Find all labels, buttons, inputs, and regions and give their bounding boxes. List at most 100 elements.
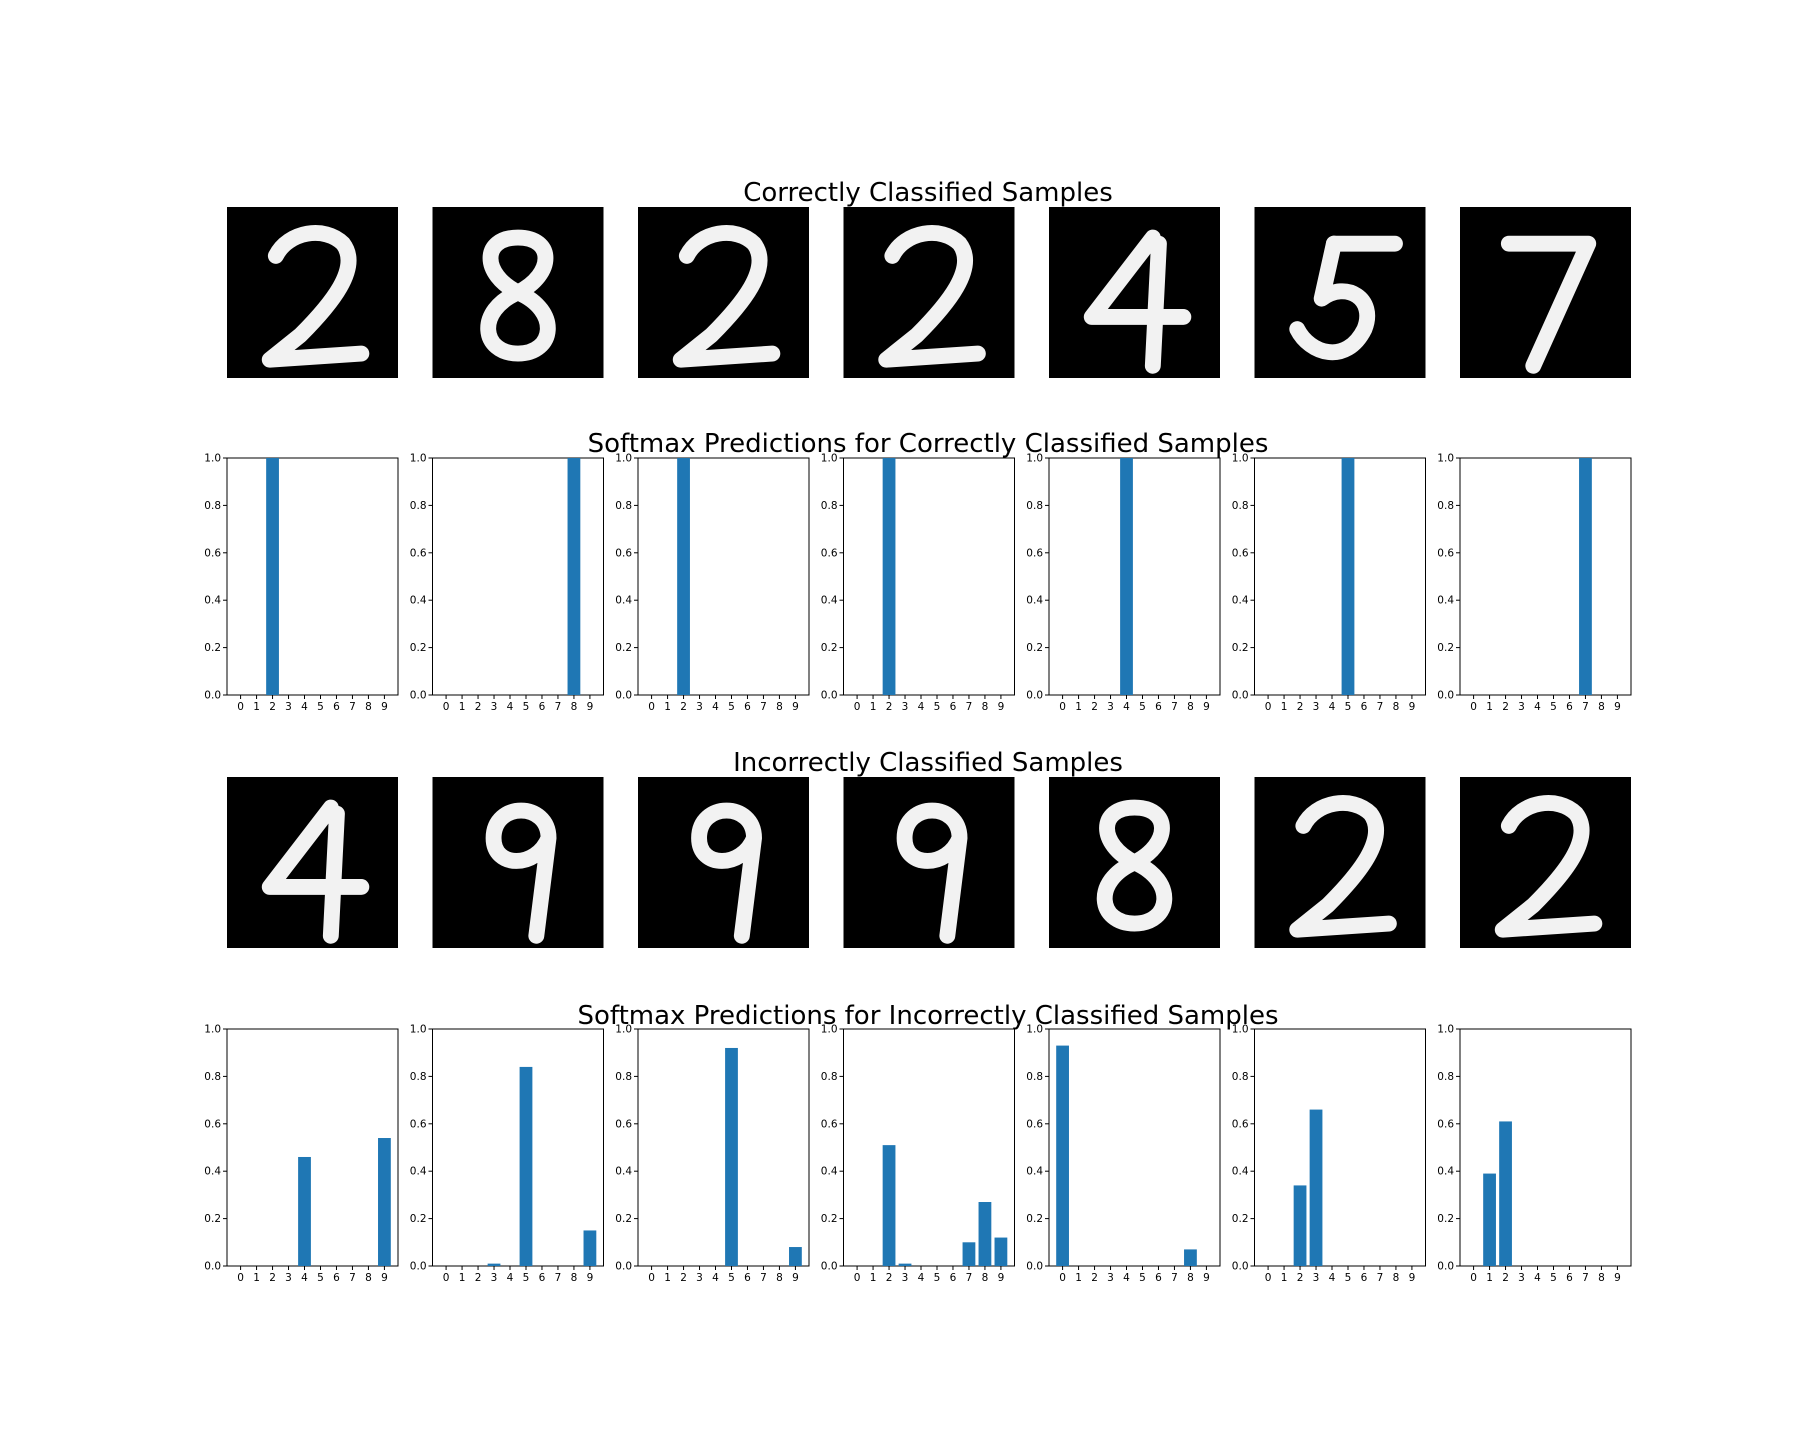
bar-class-2 bbox=[882, 1145, 896, 1266]
x-tick-label: 4 bbox=[507, 701, 514, 713]
y-tick-label: 0.6 bbox=[1232, 1118, 1249, 1130]
bar-class-5 bbox=[1341, 458, 1355, 695]
y-tick-label: 0.2 bbox=[1232, 642, 1249, 654]
x-tick-label: 2 bbox=[1297, 1272, 1304, 1284]
x-tick-label: 5 bbox=[934, 701, 941, 713]
x-tick-label: 1 bbox=[1281, 1272, 1288, 1284]
bar-class-1 bbox=[1483, 1173, 1496, 1266]
y-tick-label: 0.6 bbox=[1232, 547, 1249, 559]
x-tick-label: 8 bbox=[1598, 701, 1605, 713]
y-tick-label: 0.2 bbox=[615, 1213, 632, 1225]
y-tick-label: 0.4 bbox=[1232, 595, 1249, 607]
x-tick-label: 2 bbox=[269, 1272, 276, 1284]
digit-8-icon bbox=[1096, 799, 1173, 932]
y-tick-label: 1.0 bbox=[204, 1024, 221, 1036]
y-tick-label: 0.8 bbox=[1232, 1071, 1249, 1083]
x-tick-label: 3 bbox=[696, 1272, 703, 1284]
x-tick-label: 0 bbox=[237, 701, 244, 713]
x-tick-label: 6 bbox=[1361, 1272, 1368, 1284]
incorrect-softmax-chart-5: 0 1 2 3 4 5 6 7 8 9 0.0 0.2 0.4 0.6 0.8 1.0 bbox=[1026, 1024, 1221, 1284]
x-tick-label: 7 bbox=[966, 701, 973, 713]
y-tick-label: 0.6 bbox=[1437, 547, 1454, 559]
x-tick-label: 1 bbox=[253, 701, 260, 713]
y-tick-label: 0.0 bbox=[410, 690, 427, 702]
x-tick-label: 9 bbox=[587, 1272, 594, 1284]
x-tick-label: 8 bbox=[982, 701, 989, 713]
y-tick-label: 1.0 bbox=[1026, 453, 1043, 465]
correct-image-7 bbox=[1460, 207, 1631, 378]
y-tick-label: 1.0 bbox=[1437, 1024, 1454, 1036]
y-tick-label: 0.0 bbox=[1026, 690, 1043, 702]
digit-8-icon bbox=[480, 229, 556, 362]
incorrect-softmax-chart-4: 0 1 2 3 4 5 6 7 8 9 0.0 0.2 0.4 0.6 0.8 1.0 bbox=[821, 1024, 1015, 1284]
bar-class-7 bbox=[962, 1242, 976, 1266]
x-tick-label: 9 bbox=[1614, 701, 1621, 713]
x-tick-label: 6 bbox=[333, 1272, 340, 1284]
bar-class-9 bbox=[789, 1247, 802, 1266]
x-tick-label: 1 bbox=[1486, 1272, 1493, 1284]
x-tick-label: 4 bbox=[301, 1272, 308, 1284]
bar-class-7 bbox=[1579, 458, 1592, 695]
y-tick-label: 0.2 bbox=[204, 642, 221, 654]
incorrect-images-row bbox=[227, 777, 1631, 948]
image-background bbox=[1049, 207, 1220, 378]
x-tick-label: 4 bbox=[712, 701, 719, 713]
y-tick-label: 0.2 bbox=[1026, 642, 1043, 654]
y-tick-label: 0.4 bbox=[1026, 595, 1043, 607]
incorrect-image-5 bbox=[1049, 777, 1220, 948]
x-tick-label: 9 bbox=[587, 701, 594, 713]
x-tick-label: 0 bbox=[854, 1272, 861, 1284]
x-tick-label: 5 bbox=[317, 701, 324, 713]
incorrect-image-7 bbox=[1460, 777, 1631, 948]
y-tick-label: 0.6 bbox=[410, 1118, 427, 1130]
x-tick-label: 8 bbox=[776, 1272, 783, 1284]
x-tick-label: 1 bbox=[1486, 701, 1493, 713]
bar-class-2 bbox=[266, 458, 279, 695]
x-tick-label: 6 bbox=[1566, 1272, 1573, 1284]
y-tick-label: 0.0 bbox=[1437, 1261, 1454, 1273]
x-tick-label: 7 bbox=[760, 1272, 767, 1284]
y-tick-label: 0.2 bbox=[410, 642, 427, 654]
x-tick-label: 8 bbox=[982, 1272, 989, 1284]
x-tick-label: 2 bbox=[886, 1272, 893, 1284]
correct-images-row bbox=[227, 207, 1631, 378]
x-tick-label: 3 bbox=[1518, 1272, 1525, 1284]
x-tick-label: 1 bbox=[1075, 701, 1082, 713]
x-tick-label: 5 bbox=[728, 1272, 735, 1284]
y-tick-label: 0.4 bbox=[615, 595, 632, 607]
correct-softmax-chart-3: 0 1 2 3 4 5 6 7 8 9 0.0 0.2 0.4 0.6 0.8 1.0 bbox=[615, 453, 810, 713]
y-tick-label: 0.4 bbox=[1437, 1166, 1454, 1178]
digit-9-icon bbox=[691, 802, 762, 944]
x-tick-label: 3 bbox=[1313, 701, 1320, 713]
y-tick-label: 0.8 bbox=[615, 1071, 632, 1083]
digit-2-icon bbox=[878, 225, 986, 368]
x-tick-label: 1 bbox=[870, 1272, 877, 1284]
incorrect-image-4 bbox=[843, 777, 1015, 948]
x-tick-label: 9 bbox=[998, 1272, 1005, 1284]
x-tick-label: 2 bbox=[680, 1272, 687, 1284]
x-tick-label: 0 bbox=[1470, 1272, 1477, 1284]
x-tick-label: 9 bbox=[998, 701, 1005, 713]
bar-class-2 bbox=[1499, 1121, 1512, 1266]
x-tick-label: 2 bbox=[1502, 1272, 1509, 1284]
digit-4-icon bbox=[261, 799, 370, 944]
x-tick-label: 3 bbox=[1107, 701, 1114, 713]
x-tick-label: 0 bbox=[1059, 701, 1066, 713]
x-tick-label: 4 bbox=[918, 1272, 925, 1284]
correct-softmax-chart-6: 0 1 2 3 4 5 6 7 8 9 0.0 0.2 0.4 0.6 0.8 1.0 bbox=[1232, 453, 1426, 713]
axes-frame bbox=[1048, 1028, 1221, 1267]
x-tick-label: 3 bbox=[696, 701, 703, 713]
correct-softmax-title: Softmax Predictions for Correctly Classi… bbox=[588, 429, 1269, 459]
bar-class-9 bbox=[378, 1138, 391, 1266]
correct-image-5 bbox=[1049, 207, 1220, 378]
bar-class-2 bbox=[677, 458, 690, 695]
y-tick-label: 0.0 bbox=[615, 690, 632, 702]
x-tick-label: 0 bbox=[237, 1272, 244, 1284]
axes-frame bbox=[637, 1028, 810, 1267]
y-tick-label: 0.6 bbox=[615, 547, 632, 559]
x-tick-label: 5 bbox=[728, 701, 735, 713]
y-tick-label: 0.8 bbox=[204, 1071, 221, 1083]
x-tick-label: 5 bbox=[934, 1272, 941, 1284]
incorrect-softmax-row: 0 1 2 3 4 5 6 7 8 90.00.20.40.60.81.00 1 2 3 4 5 6 7 8 90.… bbox=[204, 1024, 1632, 1284]
